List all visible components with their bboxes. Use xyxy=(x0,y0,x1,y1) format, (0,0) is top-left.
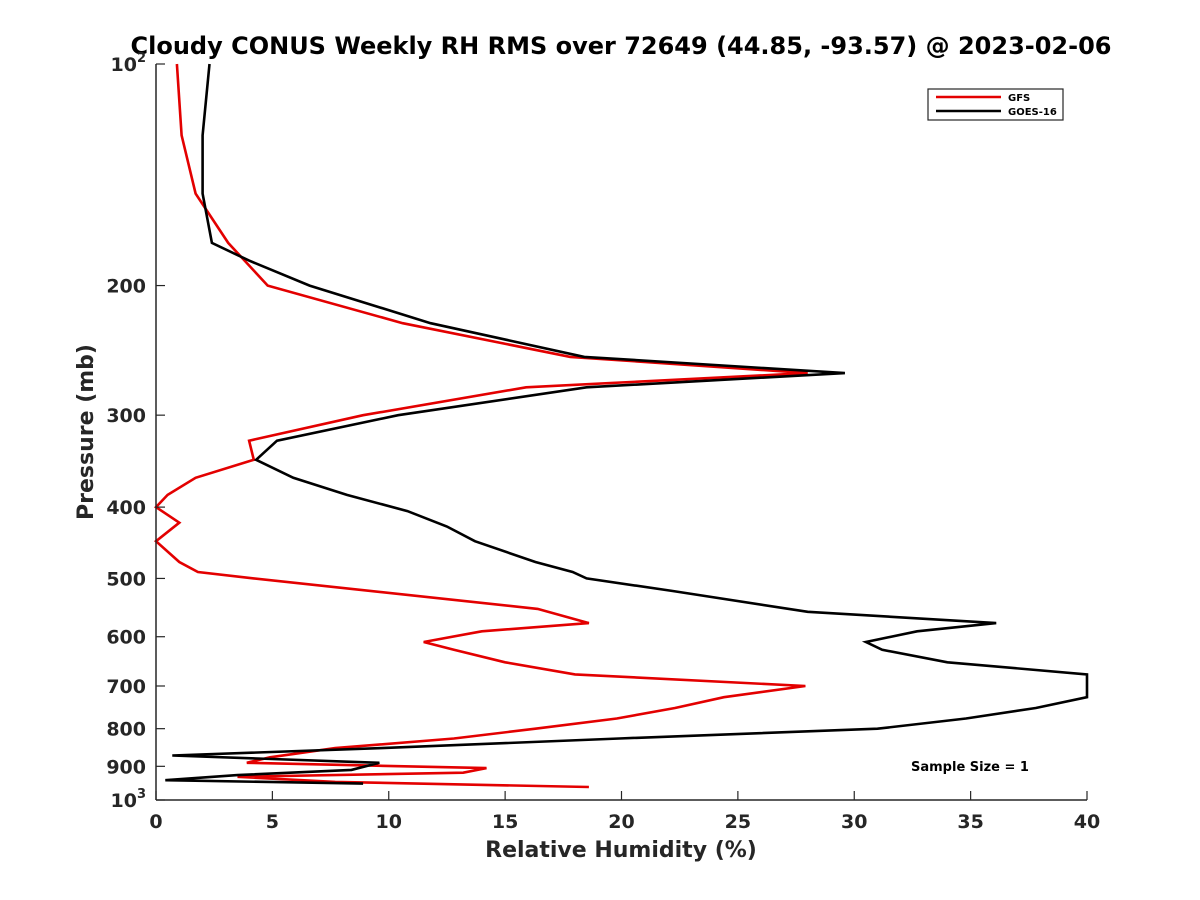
sample-size-annotation: Sample Size = 1 xyxy=(911,760,1029,775)
y-tick-label: 103 xyxy=(111,787,147,812)
y-axis-ticks: 102 200 300 400 500 600 700 800 900 103 xyxy=(106,51,165,812)
y-tick-label: 900 xyxy=(106,756,146,778)
series-layer xyxy=(153,63,1089,789)
y-tick-label: 700 xyxy=(106,676,146,698)
x-tick-label: 15 xyxy=(492,811,518,833)
series-line-gfs xyxy=(153,63,808,789)
y-tick-label: 800 xyxy=(106,719,146,741)
series-line-goes16 xyxy=(165,63,1089,785)
x-tick-label: 0 xyxy=(149,811,162,833)
chart-title: Cloudy CONUS Weekly RH RMS over 72649 (4… xyxy=(131,32,1112,60)
x-tick-label: 10 xyxy=(376,811,402,833)
legend-label-gfs: GFS xyxy=(1008,93,1030,104)
x-axis-ticks: 0 5 10 15 20 25 30 35 40 xyxy=(149,791,1100,833)
y-tick-label: 200 xyxy=(106,276,146,298)
legend-label-goes16: GOES-16 xyxy=(1008,107,1057,118)
x-tick-label: 40 xyxy=(1074,811,1100,833)
legend: GFS GOES-16 xyxy=(927,88,1064,121)
y-tick-label: 300 xyxy=(106,405,146,427)
x-tick-label: 35 xyxy=(957,811,983,833)
x-tick-label: 30 xyxy=(841,811,867,833)
y-tick-label: 600 xyxy=(106,627,146,649)
y-axis-label: Pressure (mb) xyxy=(74,344,99,520)
plot-area: 0 5 10 15 20 25 30 35 40 102 200 300 400 500 600 700 80… xyxy=(106,51,1100,833)
x-tick-label: 5 xyxy=(266,811,279,833)
y-tick-label: 400 xyxy=(106,497,146,519)
legend-box xyxy=(927,88,1064,121)
x-tick-label: 25 xyxy=(725,811,751,833)
y-tick-label: 500 xyxy=(106,568,146,590)
y-tick-label: 102 xyxy=(111,51,147,76)
x-tick-label: 20 xyxy=(608,811,634,833)
x-axis-label: Relative Humidity (%) xyxy=(485,838,757,863)
